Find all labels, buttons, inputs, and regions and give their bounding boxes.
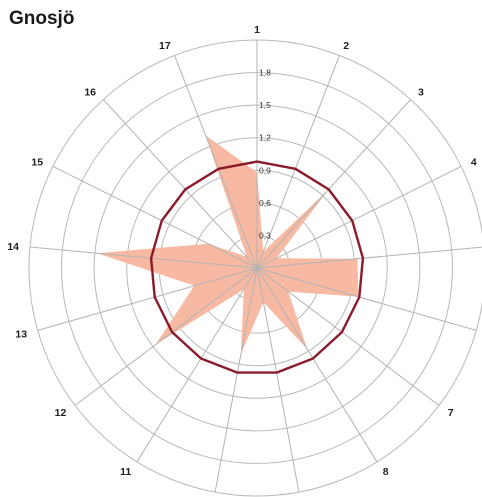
spoke-line bbox=[174, 55, 258, 269]
category-label: 17 bbox=[159, 40, 171, 52]
tick-label: 1,5 bbox=[259, 100, 271, 110]
spoke-line bbox=[256, 99, 411, 269]
spoke-line bbox=[256, 267, 477, 331]
spoke-line bbox=[52, 165, 258, 269]
series-line bbox=[149, 160, 365, 374]
spoke-line bbox=[37, 267, 258, 331]
spoke-line bbox=[29, 246, 258, 269]
spoke-line bbox=[103, 99, 258, 269]
spoke-line bbox=[136, 267, 258, 463]
radial-tick-labels: 0,3 0,6 0,9 1,2 1,5 1,8 bbox=[259, 68, 271, 241]
category-label: 16 bbox=[84, 86, 96, 98]
series-area bbox=[97, 135, 359, 355]
tick-label: 0,9 bbox=[259, 165, 271, 175]
category-labels: 1234567891011121314151617 bbox=[7, 24, 477, 478]
spoke-line bbox=[256, 165, 462, 269]
spoke-line bbox=[256, 267, 300, 493]
category-label: 2 bbox=[343, 40, 349, 52]
category-label: 14 bbox=[7, 241, 19, 253]
tick-label: 0,3 bbox=[259, 230, 271, 240]
tick-label: 1,8 bbox=[259, 68, 271, 78]
spoke-line bbox=[214, 267, 258, 493]
category-label: 11 bbox=[120, 466, 131, 478]
spoke-line bbox=[74, 267, 258, 406]
category-label: 12 bbox=[55, 407, 67, 419]
category-label: 1 bbox=[254, 24, 260, 36]
category-label: 4 bbox=[471, 157, 477, 169]
category-label: 8 bbox=[383, 466, 389, 478]
spoke-line bbox=[256, 267, 378, 463]
spoke-line bbox=[256, 246, 482, 269]
category-label: 13 bbox=[15, 328, 27, 340]
series-area-polygon bbox=[97, 135, 359, 355]
spoke-line bbox=[256, 267, 440, 406]
chart-title: Gnosjö bbox=[9, 8, 75, 29]
category-label: 3 bbox=[418, 86, 424, 98]
grid-spokes bbox=[29, 40, 482, 493]
series-line-polygon bbox=[149, 160, 365, 374]
spoke-line bbox=[256, 55, 340, 269]
tick-label: 1,2 bbox=[259, 133, 271, 143]
category-label: 15 bbox=[31, 157, 43, 169]
category-label: 7 bbox=[448, 407, 454, 419]
tick-label: 0,6 bbox=[259, 198, 271, 208]
